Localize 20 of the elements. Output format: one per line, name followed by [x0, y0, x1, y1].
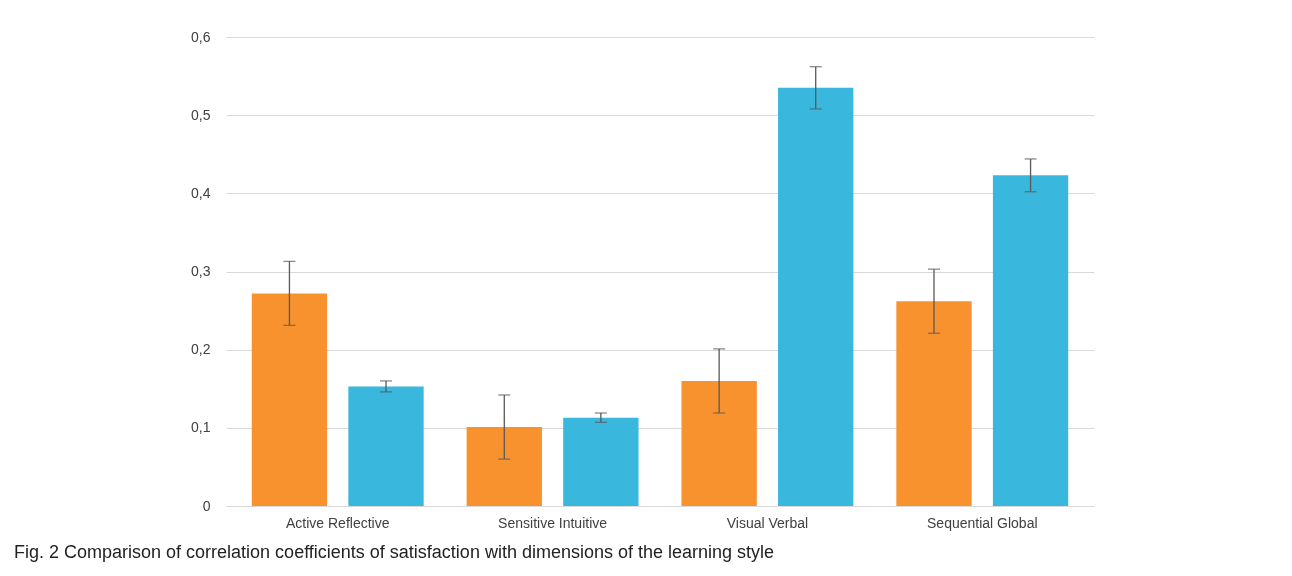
- x-tick-label: Sequential Global: [927, 514, 1038, 531]
- bar: [348, 386, 424, 506]
- y-tick-label: 0,4: [191, 184, 211, 201]
- x-tick-label: Sensitive Intuitive: [498, 514, 608, 531]
- y-tick-label: 0: [202, 497, 211, 514]
- bar: [778, 87, 854, 506]
- y-tick-label: 0,1: [191, 419, 211, 436]
- y-tick-label: 0,3: [191, 263, 211, 279]
- bar: [563, 417, 639, 506]
- y-tick-label: 0,5: [191, 106, 211, 123]
- bar: [251, 293, 328, 506]
- x-tick-label: Active Reflective: [285, 514, 390, 531]
- bar: [896, 301, 972, 506]
- y-tick-label: 0,2: [191, 341, 211, 358]
- bar: [681, 380, 757, 506]
- y-tick-label: 0,6: [191, 28, 211, 45]
- bar: [466, 427, 542, 506]
- caption: Fig. 2 Comparison of correlation coefficients of satisfaction with dimensions of the learning style: [14, 542, 775, 563]
- bar: [992, 175, 1069, 506]
- x-tick-label: Visual Verbal: [726, 514, 809, 531]
